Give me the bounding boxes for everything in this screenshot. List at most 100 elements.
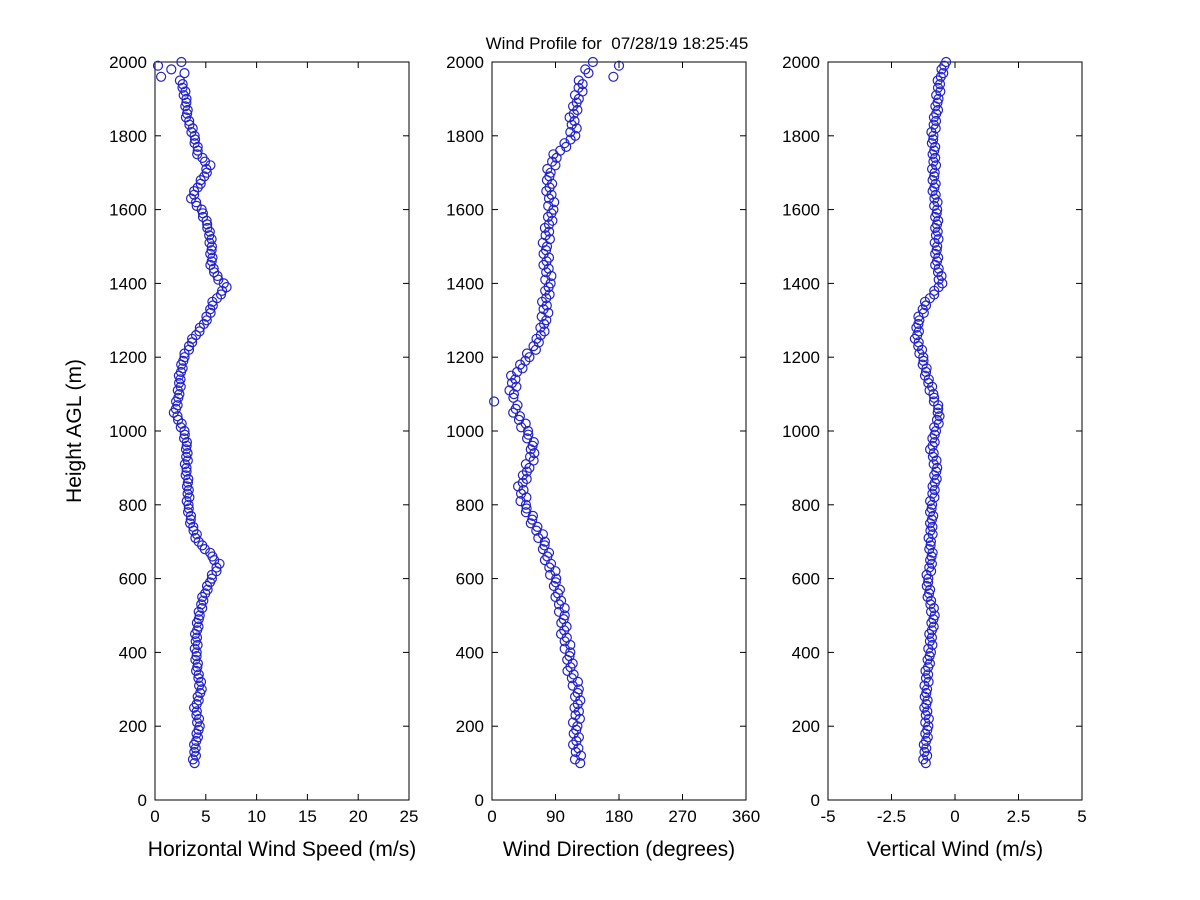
data-point [575,695,586,706]
data-point [562,665,573,677]
y-tick-label: 1400 [109,274,147,293]
data-point [922,706,933,717]
data-point [514,359,526,370]
data-point [541,186,552,197]
data-point [565,647,576,658]
data-point [181,481,193,492]
data-point [214,558,225,569]
data-point [181,466,192,477]
data-point [529,448,540,459]
x-axis-label-horizontal-wind-speed: Horizontal Wind Speed (m/s) [147,838,417,861]
x-tick-label: 0 [150,807,159,826]
data-point [489,396,500,407]
data-point [152,60,164,71]
data-point [928,134,939,145]
chart-title: Wind Profile for 07/28/19 18:25:45 [485,34,749,53]
y-tick-label: 400 [119,643,147,662]
data-point [213,274,224,285]
x-axis-label-vertical-wind: Vertical Wind (m/s) [866,838,1044,861]
data-point [555,145,566,156]
data-point [208,263,219,274]
data-point [202,584,213,595]
data-point [175,422,186,433]
data-point [180,444,192,455]
y-tick-label: 1800 [109,127,147,146]
data-point [195,175,206,186]
data-point [521,503,532,514]
x-tick-label: 90 [546,807,565,826]
data-point [928,602,940,614]
y-tick-label: 2000 [446,53,484,72]
data-point [177,78,188,90]
data-point [923,374,934,385]
data-point [575,750,587,761]
y-tick-label: 1800 [446,127,484,146]
y-tick-label: 0 [475,791,484,810]
data-point [179,67,190,79]
data-point [922,577,934,588]
data-point [542,163,553,175]
data-point [181,97,192,108]
data-point [185,514,196,525]
data-point [917,304,928,315]
data-point [937,278,948,289]
y-tick-label: 1400 [782,274,820,293]
data-point [564,650,575,662]
y-tick-label: 800 [119,496,147,515]
data-point [932,204,943,215]
data-point [540,230,551,241]
data-point [176,56,187,68]
data-point [191,200,202,211]
data-point [936,270,947,282]
x-tick-label: 5 [1077,807,1086,826]
data-point [193,673,204,684]
data-point [185,518,196,529]
data-point [191,706,202,717]
data-point [174,75,185,86]
y-tick-label: 1200 [109,348,147,367]
x-axis-label-wind-direction: Wind Direction (degrees) [502,838,736,861]
data-point [546,270,557,282]
data-point [561,621,572,632]
data-point [192,149,203,160]
y-tick-label: 600 [792,570,820,589]
panel-horizontal-wind-speed: 0 5 10 15 20 25 0 200 400 600 800 1000 1200 1400 1600 1… [109,53,418,826]
data-point [521,473,532,485]
data-point [933,403,944,414]
data-point [521,492,532,503]
data-point [926,503,937,514]
data-point [189,138,200,149]
data-point [181,440,192,451]
data-point [182,477,193,488]
data-point [201,580,213,592]
data-point [541,293,552,304]
data-point [913,337,924,348]
data-point [918,754,929,765]
data-point [608,71,619,82]
data-point [156,71,167,82]
data-point [613,60,625,71]
data-point [521,348,533,359]
data-point [544,569,556,581]
data-point [182,108,193,119]
data-point [587,56,599,68]
data-point [192,662,203,673]
x-tick-label: 180 [605,807,633,826]
data-point [932,407,943,418]
data-point [929,610,940,621]
x-tick-label: 0 [950,807,959,826]
x-tick-label: 5 [201,807,210,826]
data-point [513,414,525,425]
y-tick-label: 0 [138,791,147,810]
data-point [543,263,554,274]
data-point [929,171,940,182]
x-tick-label: 25 [400,807,419,826]
data-point [930,178,941,189]
data-point [205,307,216,318]
data-point [573,75,584,86]
y-tick-label: 0 [811,791,820,810]
data-point [928,448,939,459]
data-point [520,499,532,510]
data-point [172,411,183,422]
